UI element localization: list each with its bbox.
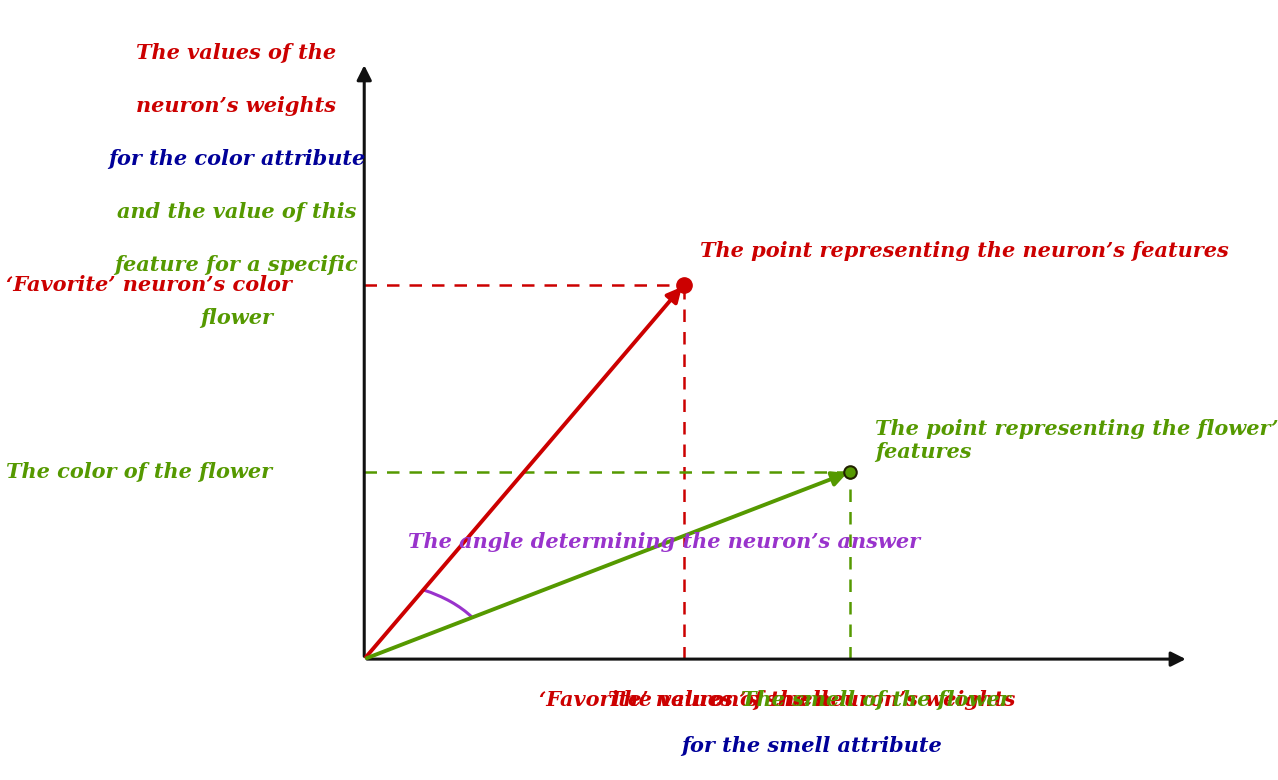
Text: The smell of the flower: The smell of the flower	[741, 690, 1010, 711]
Text: The values of the neuron’s weights: The values of the neuron’s weights	[608, 690, 1015, 711]
Text: The color of the flower: The color of the flower	[6, 462, 272, 482]
Text: neuron’s weights: neuron’s weights	[137, 96, 336, 116]
Text: and the value of this: and the value of this	[116, 202, 357, 222]
Text: The point representing the neuron’s features: The point representing the neuron’s feat…	[700, 241, 1229, 261]
Text: feature for a specific: feature for a specific	[115, 255, 358, 275]
Text: The angle determining the neuron’s answer: The angle determining the neuron’s answe…	[409, 532, 920, 552]
Text: for the color attribute: for the color attribute	[107, 149, 366, 169]
Text: ‘Favorite’ neuron’s smell: ‘Favorite’ neuron’s smell	[539, 690, 828, 711]
Text: The values of the: The values of the	[137, 43, 336, 63]
Text: flower: flower	[199, 308, 273, 328]
Text: ‘Favorite’ neuron’s color: ‘Favorite’ neuron’s color	[6, 275, 293, 295]
Text: The point representing the flower’s
features: The point representing the flower’s feat…	[875, 419, 1278, 463]
Text: for the smell attribute: for the smell attribute	[681, 736, 942, 756]
